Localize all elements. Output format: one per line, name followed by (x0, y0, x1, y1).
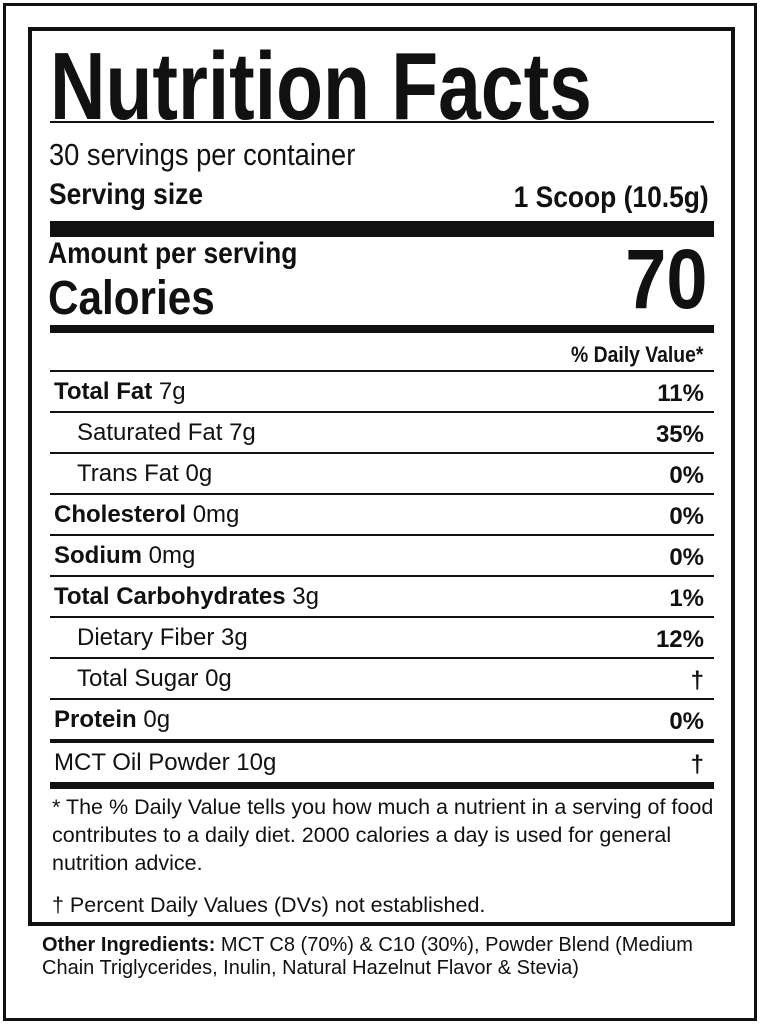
nutrient-daily-value: 11% (657, 380, 704, 407)
nutrient-daily-value: 0% (669, 462, 704, 489)
nutrient-name: Protein (54, 706, 137, 733)
nutrient-daily-value: 35% (655, 421, 704, 448)
nutrient-daily-value: 12% (655, 626, 704, 653)
nutrient-label: Cholesterol 0mg (54, 501, 239, 529)
nutrient-daily-value: 0% (669, 708, 704, 735)
dagger-footnote: † Percent Daily Values (DVs) not establi… (52, 893, 486, 917)
nutrient-row: Saturated Fat 7g 35% (50, 411, 714, 452)
nutrient-name: Total Sugar 0g (77, 665, 232, 692)
nutrient-row: Dietary Fiber 3g 12% (50, 616, 714, 657)
nutrient-amount: 0g (136, 706, 171, 733)
nutrient-label: MCT Oil Powder 10g (54, 749, 276, 777)
medium-divider (50, 325, 714, 333)
nutrient-amount: 7g (152, 378, 186, 405)
nutrient-label: Total Sugar 0g (77, 665, 232, 693)
servings-per-container: 30 servings per container (49, 137, 356, 172)
calories-value: 70 (624, 232, 707, 326)
nutrient-row: MCT Oil Powder 10g † (50, 739, 714, 789)
nutrient-label: Protein 0g (54, 706, 170, 734)
other-ingredients: Other Ingredients: MCT C8 (70%) & C10 (3… (42, 934, 722, 980)
thick-divider (50, 221, 714, 237)
amount-per-serving: Amount per serving (48, 237, 298, 270)
nutrient-name: Sodium (54, 542, 142, 569)
label-outer-border (3, 3, 757, 1021)
nutrient-name: MCT Oil Powder 10g (54, 749, 277, 776)
daily-value-header: % Daily Value* (570, 342, 703, 367)
daily-value-footnote: * The % Daily Value tells you how much a… (52, 795, 714, 875)
nutrient-row: Total Sugar 0g † (50, 657, 714, 698)
nutrient-daily-value: 1% (669, 585, 704, 612)
nutrient-daily-value: 0% (669, 503, 704, 530)
serving-size-value: 1 Scoop (10.5g) (513, 181, 709, 214)
nutrient-name: Dietary Fiber 3g (77, 624, 248, 651)
nutrient-name: Total Fat (54, 378, 153, 405)
nutrient-label: Trans Fat 0g (77, 460, 212, 488)
nutrient-name: Cholesterol (54, 501, 187, 528)
nutrient-row: Cholesterol 0mg 0% (50, 493, 714, 534)
calories-label: Calories (48, 272, 215, 325)
nutrient-label: Saturated Fat 7g (77, 419, 256, 447)
nutrient-daily-value: † (690, 667, 704, 694)
nutrient-label: Total Carbohydrates 3g (54, 583, 319, 611)
nutrient-row: Sodium 0mg 0% (50, 534, 714, 575)
nutrient-amount: 3g (285, 583, 319, 610)
nutrient-label: Total Fat 7g (54, 378, 186, 406)
nutrient-amount: 0mg (186, 501, 240, 528)
ingredients-text: MCT C8 (70%) & C10 (30%), Powder Blend (… (42, 934, 693, 979)
nutrient-name: Total Carbohydrates (54, 583, 286, 610)
nutrient-label: Dietary Fiber 3g (77, 624, 248, 652)
ingredients-label: Other Ingredients: (42, 934, 216, 956)
nutrient-amount: 0mg (142, 542, 196, 569)
nutrient-label: Sodium 0mg (54, 542, 195, 570)
nutrient-daily-value: 0% (669, 544, 704, 571)
divider (50, 121, 714, 123)
nutrient-name: Trans Fat 0g (77, 460, 213, 487)
nutrient-row: Protein 0g 0% (50, 698, 714, 739)
nutrient-daily-value: † (690, 751, 704, 778)
nutrient-name: Saturated Fat 7g (77, 419, 256, 446)
panel-title: Nutrition Facts (50, 33, 592, 140)
nutrient-table: Total Fat 7g 11% Saturated Fat 7g 35% Trans … (50, 370, 714, 789)
nutrition-facts-panel: Nutrition Facts 30 servings per containe… (28, 27, 735, 926)
serving-size-label: Serving size (49, 178, 204, 211)
nutrient-row: Total Carbohydrates 3g 1% (50, 575, 714, 616)
nutrient-row: Trans Fat 0g 0% (50, 452, 714, 493)
nutrient-row: Total Fat 7g 11% (50, 370, 714, 411)
